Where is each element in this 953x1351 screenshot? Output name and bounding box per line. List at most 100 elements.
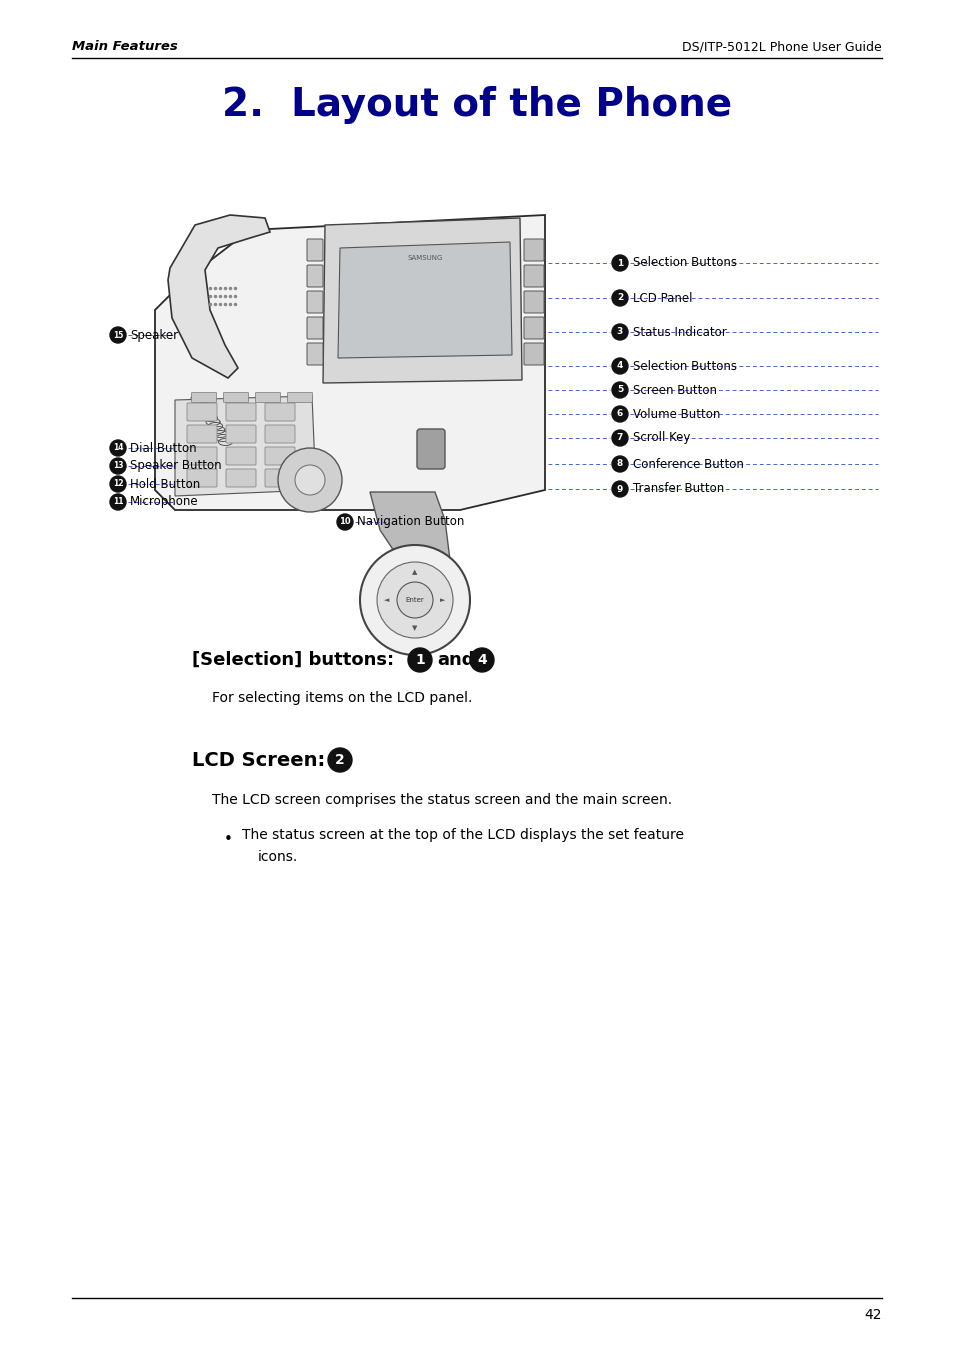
FancyBboxPatch shape [523,290,543,313]
Text: 2.  Layout of the Phone: 2. Layout of the Phone [222,86,731,124]
Text: Screen Button: Screen Button [633,384,717,396]
Text: 10: 10 [339,517,351,527]
Text: 6: 6 [617,409,622,419]
FancyBboxPatch shape [187,403,216,422]
Polygon shape [323,218,521,382]
Text: The LCD screen comprises the status screen and the main screen.: The LCD screen comprises the status scre… [212,793,672,807]
Text: Speaker: Speaker [130,328,178,342]
FancyBboxPatch shape [307,239,323,261]
FancyBboxPatch shape [226,403,255,422]
Text: Speaker Button: Speaker Button [130,459,221,473]
FancyBboxPatch shape [265,469,294,486]
Text: icons.: icons. [257,850,298,865]
FancyBboxPatch shape [223,393,248,403]
FancyBboxPatch shape [226,447,255,465]
Polygon shape [174,396,315,496]
Text: LCD Screen:: LCD Screen: [192,751,325,770]
Text: ►: ► [440,597,445,603]
FancyBboxPatch shape [287,393,313,403]
FancyBboxPatch shape [307,265,323,286]
Text: Volume Button: Volume Button [633,408,720,420]
Circle shape [110,458,126,474]
Circle shape [359,544,470,655]
Text: Microphone: Microphone [130,496,198,508]
Circle shape [612,324,627,340]
Text: and: and [436,651,474,669]
Circle shape [612,290,627,305]
Text: ◄: ◄ [384,597,389,603]
Text: 1: 1 [617,258,622,267]
Circle shape [612,382,627,399]
Circle shape [612,481,627,497]
Circle shape [408,648,432,671]
FancyBboxPatch shape [307,343,323,365]
FancyBboxPatch shape [307,317,323,339]
FancyBboxPatch shape [265,447,294,465]
Circle shape [328,748,352,771]
Circle shape [110,476,126,492]
Polygon shape [370,492,450,571]
Text: ▼: ▼ [412,626,417,631]
Text: [Selection] buttons:: [Selection] buttons: [192,651,394,669]
Circle shape [470,648,494,671]
Text: 7: 7 [617,434,622,443]
Text: 15: 15 [112,331,123,339]
FancyBboxPatch shape [265,403,294,422]
Text: 2: 2 [617,293,622,303]
Text: 9: 9 [617,485,622,493]
Text: Transfer Button: Transfer Button [633,482,723,496]
Text: 4: 4 [617,362,622,370]
Text: DS/ITP-5012L Phone User Guide: DS/ITP-5012L Phone User Guide [681,41,882,54]
Text: Dial Button: Dial Button [130,442,196,454]
Text: •: • [223,832,233,847]
FancyBboxPatch shape [416,430,444,469]
FancyBboxPatch shape [523,239,543,261]
Polygon shape [154,215,544,509]
Text: 1: 1 [415,653,424,667]
Circle shape [277,449,341,512]
Text: For selecting items on the LCD panel.: For selecting items on the LCD panel. [212,690,472,705]
Text: 4: 4 [476,653,486,667]
Text: 13: 13 [112,462,123,470]
Circle shape [336,513,353,530]
Text: 12: 12 [112,480,123,489]
Text: ▲: ▲ [412,569,417,576]
Circle shape [110,494,126,509]
Text: Status Indicator: Status Indicator [633,326,726,339]
FancyBboxPatch shape [255,393,280,403]
Circle shape [612,457,627,471]
FancyBboxPatch shape [187,447,216,465]
Text: Navigation Button: Navigation Button [356,516,464,528]
Circle shape [376,562,453,638]
FancyBboxPatch shape [523,343,543,365]
FancyBboxPatch shape [523,317,543,339]
Text: Hold Button: Hold Button [130,477,200,490]
FancyBboxPatch shape [307,290,323,313]
Text: 5: 5 [617,385,622,394]
Text: 3: 3 [617,327,622,336]
FancyBboxPatch shape [226,426,255,443]
Circle shape [110,440,126,457]
Circle shape [612,255,627,272]
Text: 8: 8 [617,459,622,469]
Circle shape [396,582,433,617]
FancyBboxPatch shape [187,426,216,443]
Text: 2: 2 [335,753,345,767]
Circle shape [294,465,325,494]
Text: 14: 14 [112,443,123,453]
Circle shape [110,327,126,343]
Text: The status screen at the top of the LCD displays the set feature: The status screen at the top of the LCD … [242,828,683,842]
Circle shape [612,430,627,446]
FancyBboxPatch shape [192,393,216,403]
Text: SAMSUNG: SAMSUNG [407,255,442,261]
Text: Main Features: Main Features [71,41,177,54]
Text: Enter: Enter [405,597,424,603]
FancyBboxPatch shape [265,426,294,443]
Text: Selection Buttons: Selection Buttons [633,257,737,269]
FancyBboxPatch shape [523,265,543,286]
Text: LCD Panel: LCD Panel [633,292,692,304]
Polygon shape [337,242,512,358]
Polygon shape [168,215,270,378]
Text: 11: 11 [112,497,123,507]
Text: Scroll Key: Scroll Key [633,431,690,444]
